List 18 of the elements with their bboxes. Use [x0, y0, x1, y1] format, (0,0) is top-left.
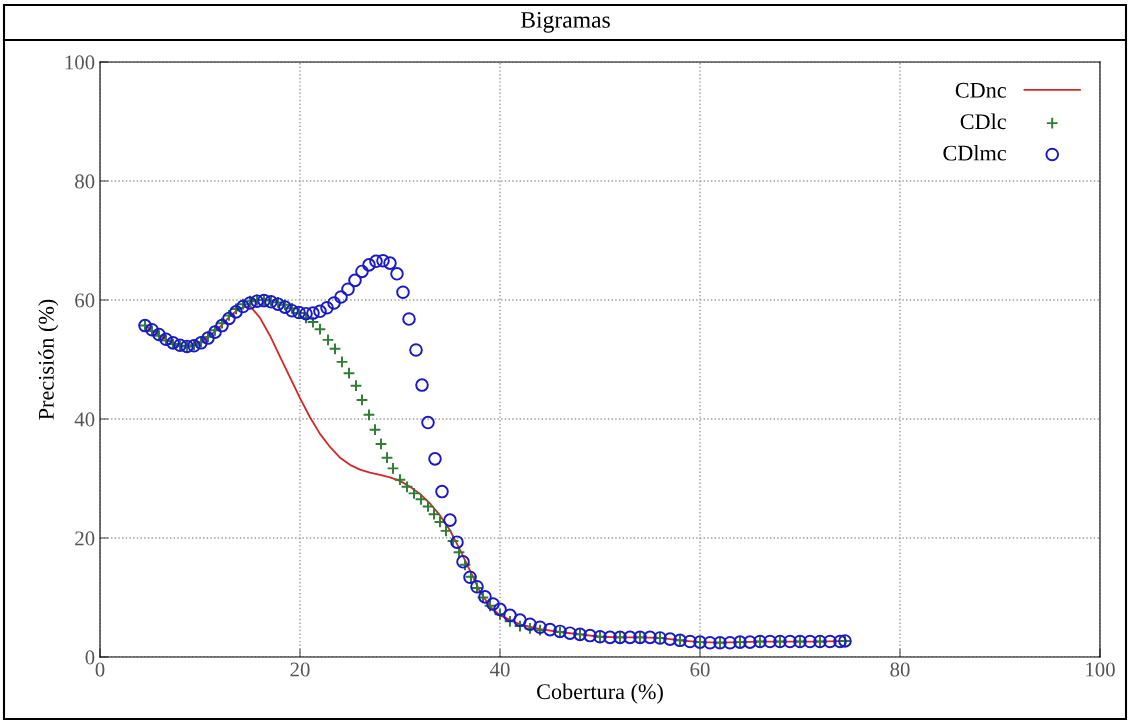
legend-label: CDnc	[955, 82, 1006, 98]
x-tick-label: 20	[290, 662, 310, 677]
y-tick-label: 40	[74, 412, 95, 427]
y-tick-label: 20	[75, 531, 95, 546]
x-tick-label: 40	[489, 662, 510, 677]
y-tick-label: 80	[75, 174, 95, 189]
chart-title: Bigramas	[520, 11, 610, 33]
y-tick-label: 100	[65, 55, 95, 70]
x-tick-label: 80	[890, 662, 910, 677]
x-axis-title: Cobertura (%)	[537, 683, 663, 704]
x-tick-label: 100	[1086, 662, 1115, 677]
y-tick-label: 60	[75, 293, 95, 308]
y-tick-label: 0	[85, 650, 95, 665]
legend-label: CDlmc	[943, 144, 1006, 161]
legend-label: CDlc	[960, 113, 1006, 130]
x-tick-label: 0	[95, 662, 105, 677]
x-tick-label: 60	[690, 662, 710, 677]
y-axis-title: Precisión (%)	[38, 299, 59, 420]
